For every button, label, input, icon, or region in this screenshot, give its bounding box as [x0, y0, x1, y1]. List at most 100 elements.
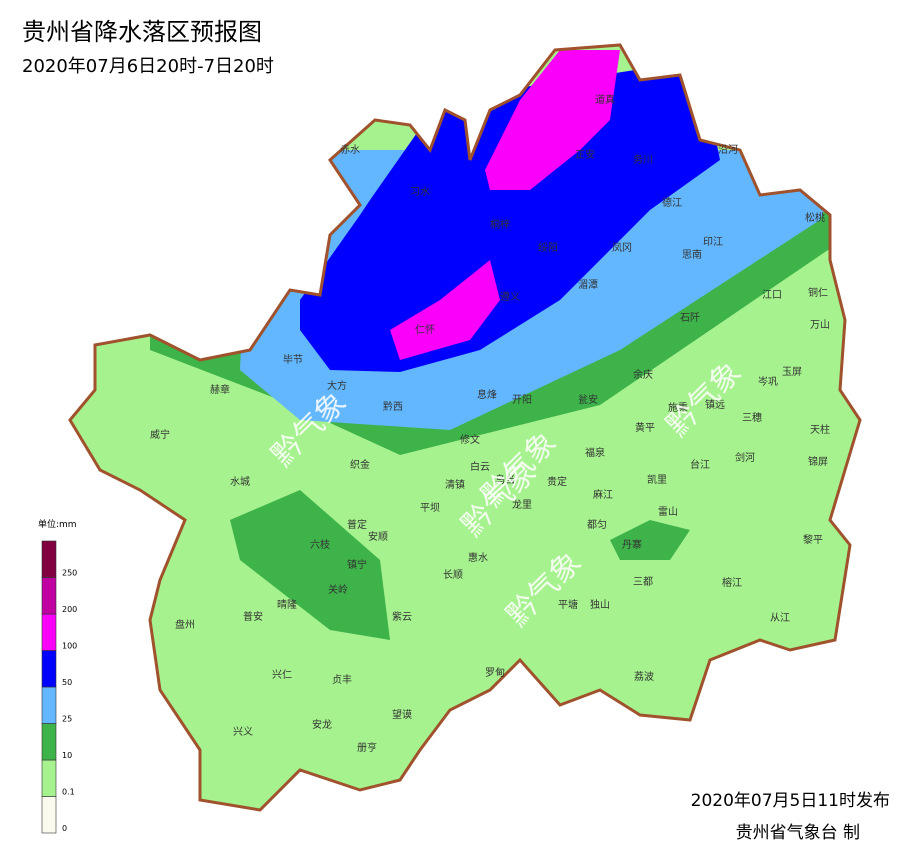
legend-swatch	[41, 650, 57, 688]
legend-swatch	[41, 613, 57, 651]
footer-agency: 贵州省气象台 制	[736, 823, 860, 843]
place-label: 白云	[470, 460, 490, 473]
place-label: 息烽	[477, 388, 497, 401]
place-label: 三穗	[742, 411, 762, 424]
map-subtitle: 2020年07月6日20时-7日20时	[22, 56, 274, 77]
place-label: 松桃	[805, 211, 825, 224]
place-label: 玉屏	[782, 366, 802, 378]
place-label: 施秉	[668, 401, 688, 414]
place-label: 江口	[762, 289, 782, 301]
place-label: 瓮安	[578, 393, 598, 406]
place-label: 普安	[243, 610, 263, 623]
place-label: 大方	[327, 379, 347, 392]
place-label: 福泉	[585, 446, 605, 459]
place-label: 罗甸	[485, 666, 505, 679]
place-label: 贞丰	[332, 673, 352, 686]
place-label: 丹寨	[622, 538, 642, 551]
place-label: 赤水	[340, 144, 360, 156]
place-label: 仁怀	[415, 324, 435, 336]
place-label: 兴义	[233, 726, 253, 738]
place-label: 威宁	[150, 428, 170, 441]
place-label: 毕节	[283, 353, 303, 366]
place-label: 清镇	[445, 478, 465, 491]
place-label: 册亨	[357, 741, 377, 754]
legend-unit: 单位:mm	[38, 518, 77, 530]
place-label: 盘州	[175, 618, 195, 631]
place-label: 安龙	[312, 718, 332, 731]
place-label: 平塘	[558, 598, 578, 611]
place-label: 雷山	[658, 506, 678, 518]
place-label: 三都	[633, 576, 653, 588]
zone-magenta	[485, 50, 620, 190]
place-label: 兴仁	[272, 669, 292, 681]
place-label: 习水	[410, 186, 430, 198]
place-label: 贵定	[547, 475, 567, 488]
place-label: 黎平	[803, 533, 823, 546]
legend-swatch	[41, 577, 57, 615]
place-label: 道真	[595, 93, 615, 106]
place-label: 望谟	[392, 708, 412, 721]
legend-tick-label: 25	[62, 715, 72, 724]
legend-tick-label: 200	[62, 605, 77, 614]
place-label: 普定	[347, 518, 367, 531]
place-label: 修文	[460, 433, 480, 446]
legend-tick-label: 0.1	[62, 788, 75, 797]
place-label: 惠水	[468, 551, 488, 564]
place-label: 石阡	[680, 312, 700, 324]
place-label: 剑河	[735, 451, 755, 464]
place-label: 遵义	[500, 290, 520, 303]
legend-tick-label: 50	[62, 678, 72, 687]
place-label: 思南	[682, 248, 702, 261]
place-label: 余庆	[633, 368, 653, 381]
place-label: 从江	[770, 612, 790, 624]
place-label: 凯里	[647, 473, 667, 486]
place-label: 凤冈	[612, 242, 632, 254]
legend-tick-label: 100	[62, 642, 77, 651]
place-label: 印江	[703, 236, 723, 248]
place-label: 绥阳	[538, 242, 558, 254]
place-label: 天柱	[810, 423, 830, 436]
zone-magenta	[390, 260, 500, 360]
place-label: 榕江	[722, 576, 742, 589]
place-label: 黔西	[383, 400, 403, 413]
place-label: 晴隆	[277, 598, 297, 611]
place-label: 镇宁	[347, 558, 367, 571]
place-label: 务川	[633, 153, 653, 166]
place-label: 桐梓	[490, 218, 510, 231]
place-label: 六枝	[310, 538, 330, 551]
place-label: 锦屏	[808, 455, 828, 468]
place-label: 都匀	[587, 519, 607, 531]
zone-green	[230, 490, 390, 640]
place-label: 独山	[590, 598, 610, 611]
place-label: 荔波	[634, 670, 654, 683]
legend-tick-label: 250	[62, 569, 77, 578]
legend-swatch	[41, 796, 57, 834]
legend-swatch	[41, 723, 57, 761]
place-label: 赫章	[210, 383, 230, 396]
legend-tick-label: 0	[62, 824, 67, 833]
place-label: 龙里	[512, 498, 532, 511]
zone-darkblue	[300, 60, 720, 372]
place-label: 关岭	[328, 583, 348, 596]
place-label: 长顺	[443, 569, 463, 581]
place-label: 紫云	[392, 611, 412, 623]
legend-swatch	[41, 686, 57, 724]
place-label: 黄平	[635, 421, 655, 434]
legend-tick-label: 10	[62, 751, 72, 760]
place-label: 开阳	[512, 394, 532, 406]
place-label: 织金	[350, 458, 370, 471]
place-label: 铜仁	[808, 287, 828, 299]
place-label: 平坝	[420, 502, 440, 514]
place-label: 麻江	[593, 488, 613, 501]
place-label: 镇远	[705, 398, 725, 411]
place-label: 台江	[690, 458, 710, 471]
place-label: 万山	[810, 319, 830, 331]
place-label: 沿河	[718, 144, 738, 156]
place-label: 正安	[575, 148, 595, 161]
legend-swatch	[41, 540, 57, 578]
map-title: 贵州省降水落区预报图	[22, 18, 262, 46]
place-label: 乌当	[495, 473, 515, 486]
place-label: 德江	[662, 196, 682, 209]
footer-issued: 2020年07月5日11时发布	[691, 791, 890, 811]
